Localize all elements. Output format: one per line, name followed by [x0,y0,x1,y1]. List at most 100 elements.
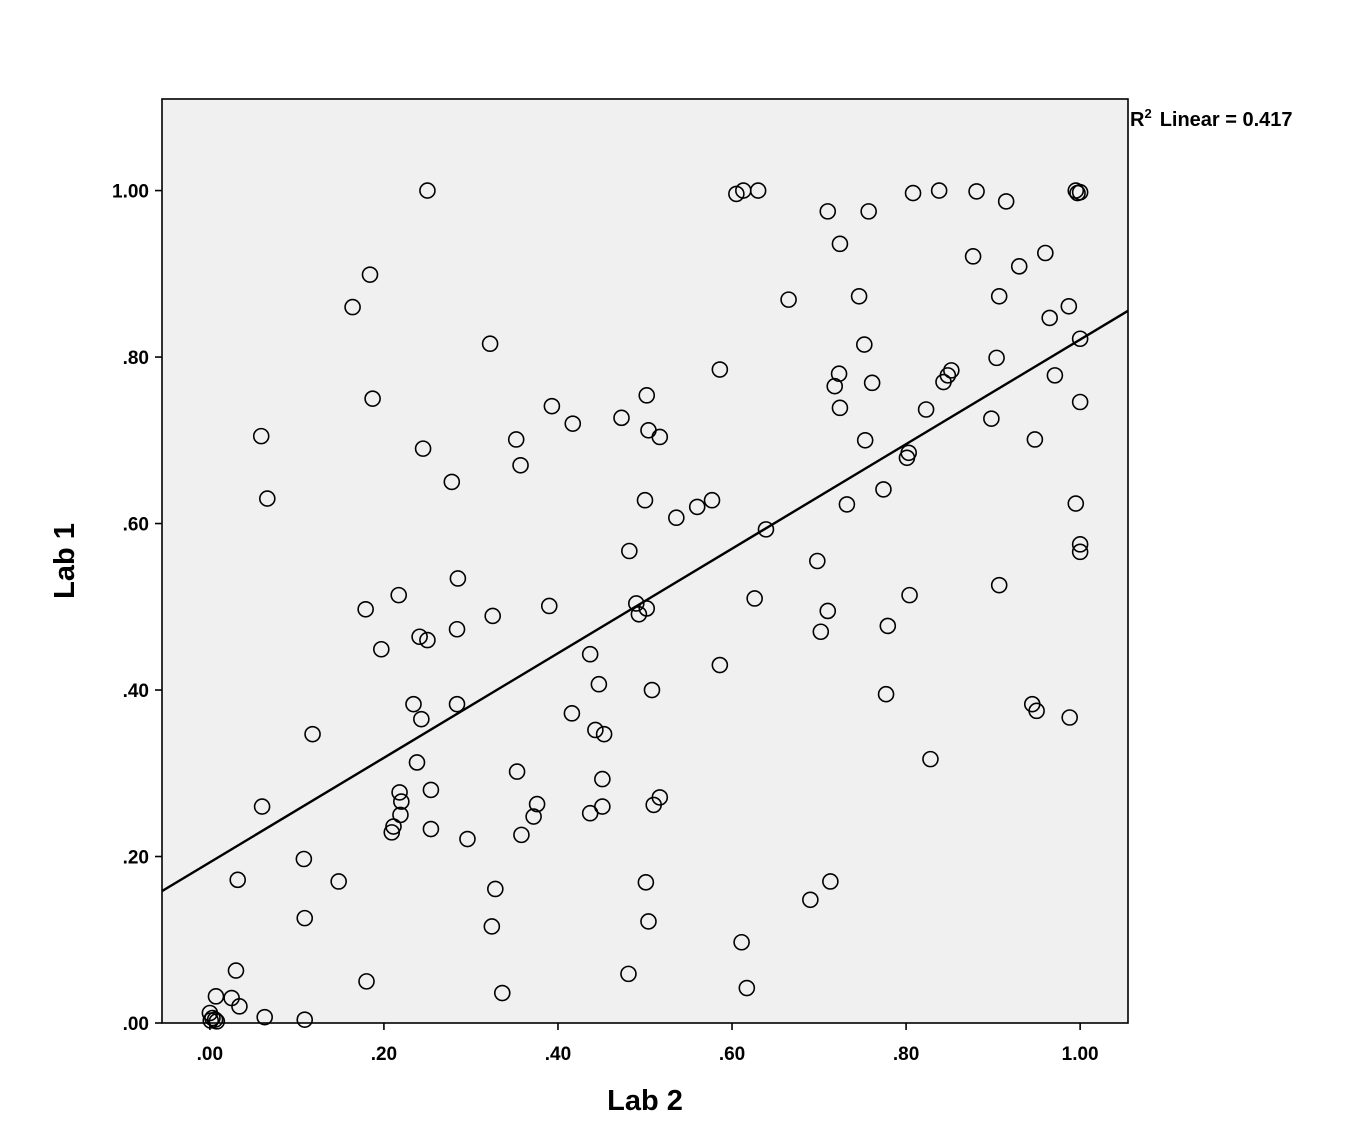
data-point [640,913,657,930]
data-point [1071,183,1089,201]
data-point [373,640,390,658]
data-point [651,789,669,806]
data-point [637,874,655,891]
data-point [856,431,874,449]
data-point [344,298,361,316]
data-point [443,473,461,491]
data-point [638,387,656,404]
x-axis: .00 .20 .40 .60 .80 1.00 [197,1023,1099,1065]
y-tick-label: .00 [123,1014,149,1035]
data-point [860,203,877,220]
data-point [391,784,408,801]
data-point [856,336,873,353]
data-point [703,491,721,509]
x-tick-label: .40 [545,1044,571,1065]
data-point [990,576,1008,594]
data-point [620,965,637,983]
data-point [630,605,648,623]
data-point [826,377,844,395]
data-point [513,826,530,844]
data-point [819,203,837,220]
y-axis: .00 .20 .40 .60 .80 1.00 [112,182,162,1035]
data-point [1067,495,1085,512]
r2-superscript: 2 [1144,106,1151,121]
data-point [711,656,729,674]
data-point [256,1008,273,1026]
data-point [564,415,582,432]
data-point [780,291,797,308]
data-point [422,820,440,838]
data-point [581,645,599,663]
data-point [627,595,645,612]
data-point [917,401,935,418]
data-point [390,586,408,604]
data-point [481,335,499,353]
data-point [296,909,314,927]
data-point [449,570,467,587]
data-point [875,481,892,498]
data-points [201,182,1089,1030]
data-point [448,695,466,713]
data-point [1026,431,1044,448]
data-point [448,620,466,638]
data-point [688,498,706,516]
data-point [877,685,895,703]
data-point [414,440,432,457]
data-point [935,373,952,391]
data-point [208,1013,226,1030]
data-point [202,1012,220,1029]
data-point [922,750,939,768]
data-point [411,628,428,646]
data-point [364,390,381,407]
data-point [512,456,529,474]
data-point [1041,309,1058,327]
data-point [487,880,504,898]
data-point [408,754,426,771]
r2-annotation: R2 Linear = 0.417 [1130,106,1293,131]
x-tick-label: .00 [197,1044,223,1065]
data-point [594,798,611,815]
data-point [822,873,839,890]
data-point [830,365,848,383]
data-point [651,428,669,446]
x-axis-title: Lab 2 [607,1085,683,1117]
data-point [383,824,401,841]
data-point [405,695,422,713]
data-point [229,871,247,889]
x-tick-label: 1.00 [1062,1044,1099,1065]
data-point [357,600,374,618]
data-point [838,496,856,513]
data-point [904,184,922,202]
y-axis-title: Lab 1 [49,523,81,599]
data-point [738,979,756,997]
data-point [1037,244,1054,262]
data-point [253,798,271,815]
r2-text: Linear = 0.417 [1160,109,1293,131]
data-point [252,427,270,445]
fit-line [161,309,1129,893]
data-point [990,287,1008,305]
data-point [304,725,321,743]
data-point [483,918,501,935]
data-point [295,850,313,868]
x-tick-label: .20 [371,1044,397,1065]
data-point [636,491,654,509]
data-point [643,681,661,699]
data-point [668,509,685,527]
data-point [227,962,245,979]
x-tick-label: .60 [719,1044,745,1065]
data-point [507,431,525,448]
data-point [988,349,1005,367]
data-point [1061,709,1078,726]
data-point [1071,536,1089,553]
data-point [528,795,546,813]
data-point [812,623,830,641]
data-point [850,287,868,305]
data-point [493,984,511,1002]
data-point [831,235,849,253]
data-point [749,182,767,199]
data-point [1028,702,1045,720]
data-point [459,830,476,848]
data-point [595,725,613,743]
